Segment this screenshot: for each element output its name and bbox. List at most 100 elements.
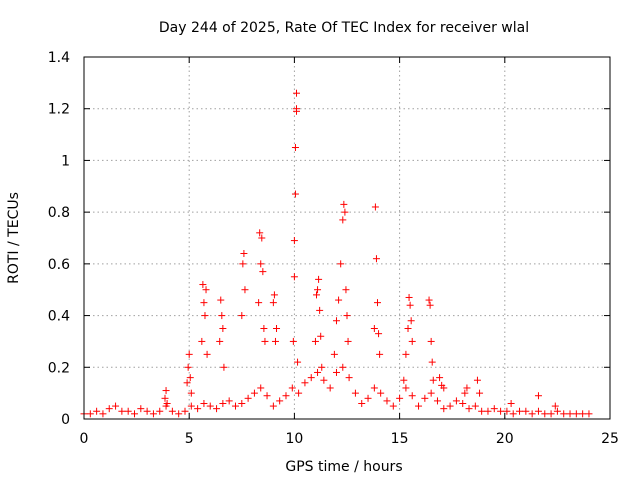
data-point: [219, 399, 227, 407]
data-point: [288, 384, 296, 392]
data-point: [263, 392, 271, 400]
data-point: [463, 384, 471, 392]
data-point: [400, 376, 408, 384]
data-point: [585, 410, 593, 418]
data-point: [358, 399, 366, 407]
data-point: [461, 389, 469, 397]
data-point: [163, 399, 171, 407]
data-point: [301, 379, 309, 387]
data-point: [534, 407, 542, 415]
data-point: [219, 325, 227, 332]
data-point: [217, 296, 225, 304]
data-point: [93, 407, 101, 415]
data-point: [572, 410, 580, 418]
data-point: [291, 144, 299, 151]
data-point: [261, 337, 269, 345]
data-point: [421, 394, 429, 402]
data-point: [428, 358, 436, 366]
data-point: [509, 410, 517, 418]
data-point: [337, 260, 345, 268]
data-point: [406, 301, 414, 309]
y-tick-label: 0: [61, 412, 70, 428]
data-point: [231, 402, 239, 410]
data-point: [332, 317, 340, 325]
data-point: [185, 350, 193, 358]
data-point: [415, 402, 423, 410]
data-point: [408, 337, 416, 345]
data-point: [452, 397, 460, 405]
data-point: [516, 407, 524, 415]
data-point: [220, 363, 228, 371]
data-point: [372, 255, 380, 263]
data-point: [335, 296, 343, 304]
data-point: [175, 410, 183, 418]
data-point: [244, 394, 252, 402]
data-point: [402, 384, 410, 392]
x-tick-label: 0: [80, 431, 89, 447]
data-point: [343, 312, 351, 320]
data-point: [314, 286, 322, 294]
data-point: [440, 405, 448, 413]
data-point: [86, 410, 94, 418]
data-point: [293, 89, 301, 97]
data-point: [256, 229, 264, 237]
data-point: [216, 337, 224, 345]
data-point: [289, 337, 297, 345]
data-point: [396, 394, 404, 402]
data-point: [341, 208, 349, 216]
data-point: [199, 281, 207, 289]
data-point: [218, 312, 226, 320]
data-point: [269, 402, 277, 410]
data-point: [200, 299, 208, 307]
data-point: [260, 325, 268, 332]
data-point: [484, 407, 492, 415]
data-point: [427, 389, 435, 397]
data-point: [202, 286, 210, 294]
data-point: [294, 358, 302, 366]
data-point: [198, 337, 206, 345]
data-point: [137, 405, 145, 413]
data-point: [156, 407, 164, 415]
data-point: [389, 402, 397, 410]
data-point: [290, 273, 298, 281]
data-point: [273, 325, 281, 332]
data-point: [258, 234, 266, 242]
data-point: [162, 387, 170, 395]
data-point: [259, 268, 267, 276]
data-point: [560, 410, 568, 418]
data-point: [124, 407, 132, 415]
data-point: [206, 402, 214, 410]
data-point: [566, 410, 574, 418]
y-tick-label: 1.4: [48, 50, 70, 66]
data-point: [241, 286, 249, 294]
data-point: [118, 407, 126, 415]
data-point: [320, 376, 328, 384]
chart-title: Day 244 of 2025, Rate Of TEC Index for r…: [159, 20, 529, 36]
data-point: [433, 397, 441, 405]
x-tick-label: 15: [391, 431, 409, 447]
y-tick-label: 1: [61, 153, 70, 169]
data-point: [200, 399, 208, 407]
data-point: [105, 405, 113, 413]
data-point: [345, 374, 353, 382]
data-point: [250, 389, 258, 397]
y-tick-label: 1.2: [48, 102, 70, 118]
data-point: [240, 250, 248, 258]
data-point: [255, 299, 263, 307]
data-point: [186, 374, 194, 382]
data-point: [377, 389, 385, 397]
data-point: [295, 389, 303, 397]
data-point: [314, 368, 322, 376]
data-point: [161, 394, 169, 402]
grid-lines: [84, 57, 610, 419]
data-point: [522, 407, 530, 415]
data-point: [316, 306, 324, 314]
data-point: [270, 291, 278, 299]
y-tick-label: 0.4: [48, 309, 70, 325]
data-point: [471, 402, 479, 410]
data-point: [534, 392, 542, 400]
axes: 0 5 10 15 20 25 0 0.2 0.4 0.6 0.8 1 1.2 1.4: [48, 50, 619, 447]
data-point: [149, 410, 157, 418]
data-point: [181, 407, 189, 415]
data-point: [497, 407, 505, 415]
